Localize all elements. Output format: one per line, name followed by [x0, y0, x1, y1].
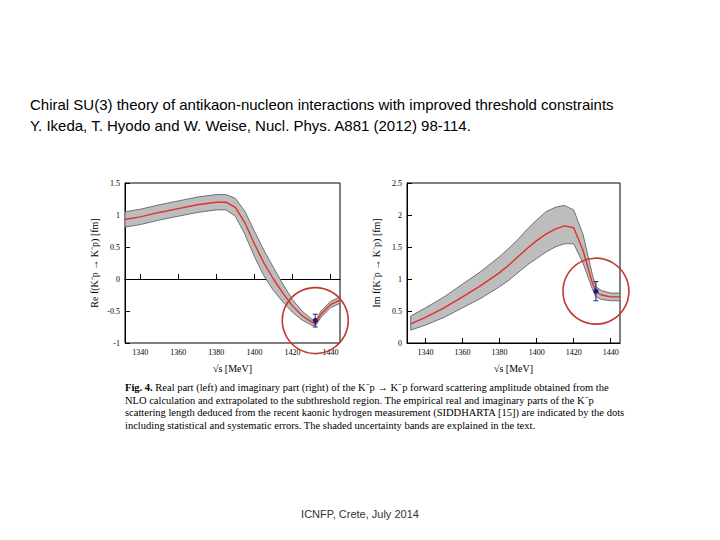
html-text:ICNFP, Crete, July 2014: ICNFP, Crete, July 2014: [301, 508, 419, 520]
svg-text:1.5: 1.5: [110, 179, 120, 188]
svg-text:Re f(K⁻p → K⁻p) [fm]: Re f(K⁻p → K⁻p) [fm]: [89, 218, 101, 307]
svg-text:1380: 1380: [492, 348, 508, 357]
svg-text:√s [MeV]: √s [MeV]: [494, 363, 533, 374]
svg-text:0.5: 0.5: [392, 307, 402, 316]
svg-text:1400: 1400: [246, 348, 262, 357]
svg-text:1360: 1360: [455, 348, 471, 357]
svg-text:0.5: 0.5: [110, 243, 120, 252]
svg-text:1.5: 1.5: [392, 243, 402, 252]
svg-text:1: 1: [398, 275, 402, 284]
svg-text:Im f(K⁻p → K⁻p) [fm]: Im f(K⁻p → K⁻p) [fm]: [371, 218, 383, 307]
svg-text:√s [MeV]: √s [MeV]: [213, 363, 252, 374]
svg-text:1340: 1340: [132, 348, 148, 357]
svg-text:1420: 1420: [566, 348, 582, 357]
html-text:Y. Ikeda, T. Hyodo and W. Weis: Y. Ikeda, T. Hyodo and W. Weise, Nucl. P…: [30, 117, 471, 134]
svg-text:0: 0: [116, 275, 120, 284]
html-text:Chiral SU(3) theory of antikao: Chiral SU(3) theory of antikaon-nucleon …: [30, 96, 614, 113]
svg-text:1440: 1440: [603, 348, 619, 357]
svg-text:2.5: 2.5: [392, 179, 402, 188]
svg-text:2: 2: [398, 211, 402, 220]
svg-text:1: 1: [116, 211, 120, 220]
svg-text:1440: 1440: [322, 347, 339, 357]
svg-text:-0.5: -0.5: [107, 307, 120, 316]
svg-text:1360: 1360: [170, 348, 186, 357]
svg-text:-1: -1: [113, 339, 120, 348]
html-text:Fig. 4. Real part (left) and i: Fig. 4. Real part (left) and imaginary p…: [125, 382, 625, 431]
svg-text:1400: 1400: [529, 348, 545, 357]
svg-text:0: 0: [398, 339, 402, 348]
svg-text:1420: 1420: [284, 347, 301, 357]
svg-text:1340: 1340: [418, 348, 434, 357]
svg-text:1380: 1380: [208, 348, 224, 357]
